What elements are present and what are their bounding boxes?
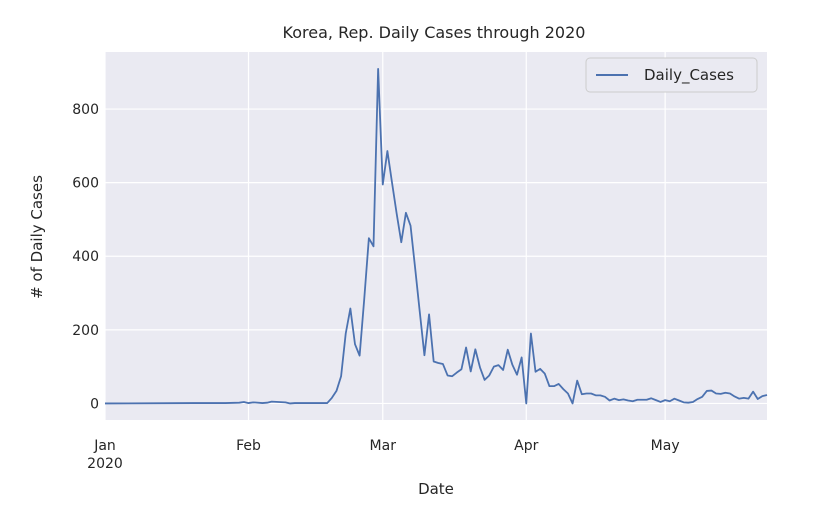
y-tick-label: 200	[72, 323, 99, 339]
legend-box	[585, 57, 758, 93]
plot-background	[105, 52, 767, 420]
legend: Daily_Cases	[585, 57, 758, 93]
x-tick-label: Mar	[370, 438, 397, 454]
y-tick-label: 600	[72, 176, 99, 192]
y-axis-title: # of Daily Cases	[28, 175, 46, 299]
y-tick-label: 800	[72, 102, 99, 118]
y-tick-label: 400	[72, 249, 99, 265]
series-line-daily-cases	[104, 68, 768, 405]
legend-label: Daily_Cases	[644, 66, 734, 85]
x-axis-ticks: Jan 2020 Feb Mar Apr May	[87, 438, 679, 472]
x-tick-label: Jan	[93, 438, 116, 454]
x-axis-title: Date	[418, 480, 454, 498]
x-tick-label: Feb	[236, 438, 261, 454]
series-layer	[104, 68, 768, 405]
chart-title: Korea, Rep. Daily Cases through 2020	[283, 23, 586, 42]
y-tick-label: 0	[90, 396, 99, 412]
x-tick-label: May	[651, 438, 680, 454]
y-axis-ticks: 0 200 400 600 800	[72, 102, 99, 412]
x-tick-sublabel: 2020	[87, 456, 123, 472]
gridlines	[104, 52, 767, 420]
x-tick-label: Apr	[514, 438, 538, 454]
